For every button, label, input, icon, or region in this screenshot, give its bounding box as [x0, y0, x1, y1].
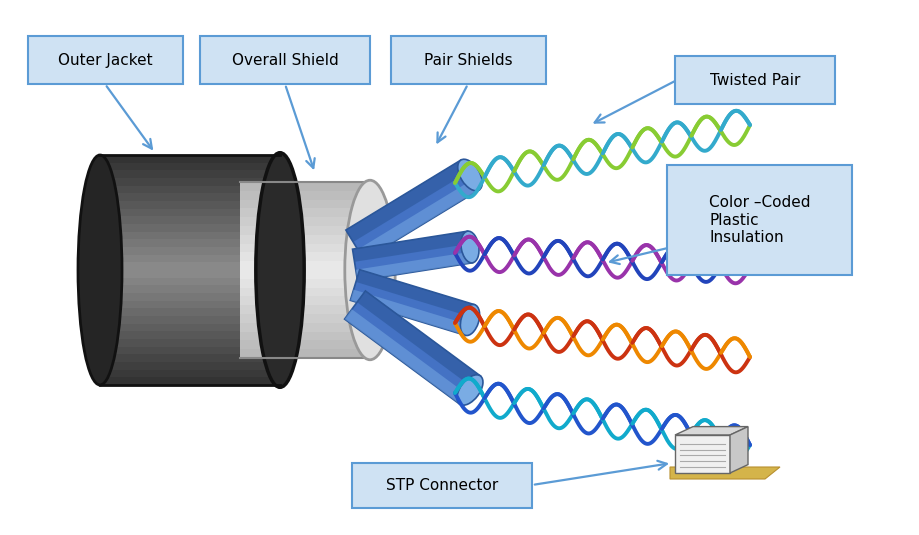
Polygon shape: [100, 209, 279, 216]
FancyBboxPatch shape: [28, 36, 182, 84]
FancyBboxPatch shape: [390, 36, 545, 84]
Ellipse shape: [255, 152, 304, 387]
Polygon shape: [240, 288, 369, 296]
Ellipse shape: [359, 258, 372, 311]
Ellipse shape: [457, 375, 482, 405]
Polygon shape: [352, 231, 472, 281]
Polygon shape: [357, 179, 479, 260]
Polygon shape: [345, 309, 466, 404]
Polygon shape: [240, 182, 369, 191]
Polygon shape: [240, 305, 369, 314]
Polygon shape: [100, 331, 279, 339]
Polygon shape: [675, 426, 747, 435]
Polygon shape: [100, 247, 279, 255]
Polygon shape: [240, 261, 369, 270]
Polygon shape: [669, 467, 779, 479]
Polygon shape: [100, 216, 279, 224]
Polygon shape: [100, 270, 279, 278]
Polygon shape: [100, 347, 279, 354]
Polygon shape: [100, 201, 279, 209]
Polygon shape: [100, 308, 279, 316]
Polygon shape: [100, 232, 279, 239]
Polygon shape: [240, 200, 369, 209]
FancyBboxPatch shape: [675, 56, 834, 104]
Polygon shape: [240, 323, 369, 332]
Polygon shape: [100, 255, 279, 262]
Polygon shape: [240, 349, 369, 358]
Ellipse shape: [78, 155, 122, 385]
Polygon shape: [240, 332, 369, 340]
Ellipse shape: [458, 159, 482, 191]
Polygon shape: [100, 339, 279, 347]
Polygon shape: [356, 270, 474, 317]
Polygon shape: [100, 370, 279, 377]
Ellipse shape: [460, 304, 479, 335]
Polygon shape: [100, 239, 279, 247]
Polygon shape: [675, 435, 729, 473]
Polygon shape: [240, 243, 369, 253]
Polygon shape: [356, 252, 472, 281]
Polygon shape: [240, 270, 369, 279]
Polygon shape: [350, 289, 468, 335]
Text: Twisted Pair: Twisted Pair: [709, 73, 800, 88]
Polygon shape: [100, 170, 279, 178]
Polygon shape: [100, 316, 279, 324]
Polygon shape: [100, 262, 279, 270]
FancyBboxPatch shape: [199, 36, 369, 84]
Polygon shape: [240, 314, 369, 323]
Polygon shape: [100, 301, 279, 308]
FancyBboxPatch shape: [352, 462, 531, 508]
Text: Outer Jacket: Outer Jacket: [58, 52, 153, 67]
Polygon shape: [100, 193, 279, 201]
Polygon shape: [100, 155, 279, 163]
Polygon shape: [240, 253, 369, 261]
Ellipse shape: [460, 231, 479, 263]
Polygon shape: [345, 291, 480, 404]
Text: Color –Coded
Plastic
Insulation: Color –Coded Plastic Insulation: [709, 195, 810, 245]
Polygon shape: [240, 235, 369, 243]
Polygon shape: [240, 279, 369, 288]
Polygon shape: [729, 426, 747, 473]
Polygon shape: [350, 270, 474, 335]
Polygon shape: [240, 209, 369, 217]
Text: Overall Shield: Overall Shield: [232, 52, 338, 67]
Polygon shape: [100, 324, 279, 331]
Polygon shape: [240, 191, 369, 200]
FancyBboxPatch shape: [667, 165, 852, 275]
Polygon shape: [352, 231, 469, 262]
Text: STP Connector: STP Connector: [385, 478, 497, 493]
Polygon shape: [100, 163, 279, 170]
Polygon shape: [100, 354, 279, 362]
Polygon shape: [100, 155, 279, 385]
Polygon shape: [100, 186, 279, 193]
Polygon shape: [240, 296, 369, 305]
Polygon shape: [100, 377, 279, 385]
Polygon shape: [100, 178, 279, 186]
Polygon shape: [100, 293, 279, 301]
Polygon shape: [346, 160, 479, 260]
Polygon shape: [240, 217, 369, 226]
Polygon shape: [100, 278, 279, 285]
Text: Pair Shields: Pair Shields: [424, 52, 512, 67]
Polygon shape: [346, 160, 468, 242]
Polygon shape: [100, 362, 279, 370]
Polygon shape: [240, 226, 369, 235]
Polygon shape: [100, 224, 279, 232]
Ellipse shape: [345, 180, 395, 360]
Polygon shape: [357, 291, 480, 387]
Polygon shape: [240, 340, 369, 349]
Polygon shape: [100, 285, 279, 293]
